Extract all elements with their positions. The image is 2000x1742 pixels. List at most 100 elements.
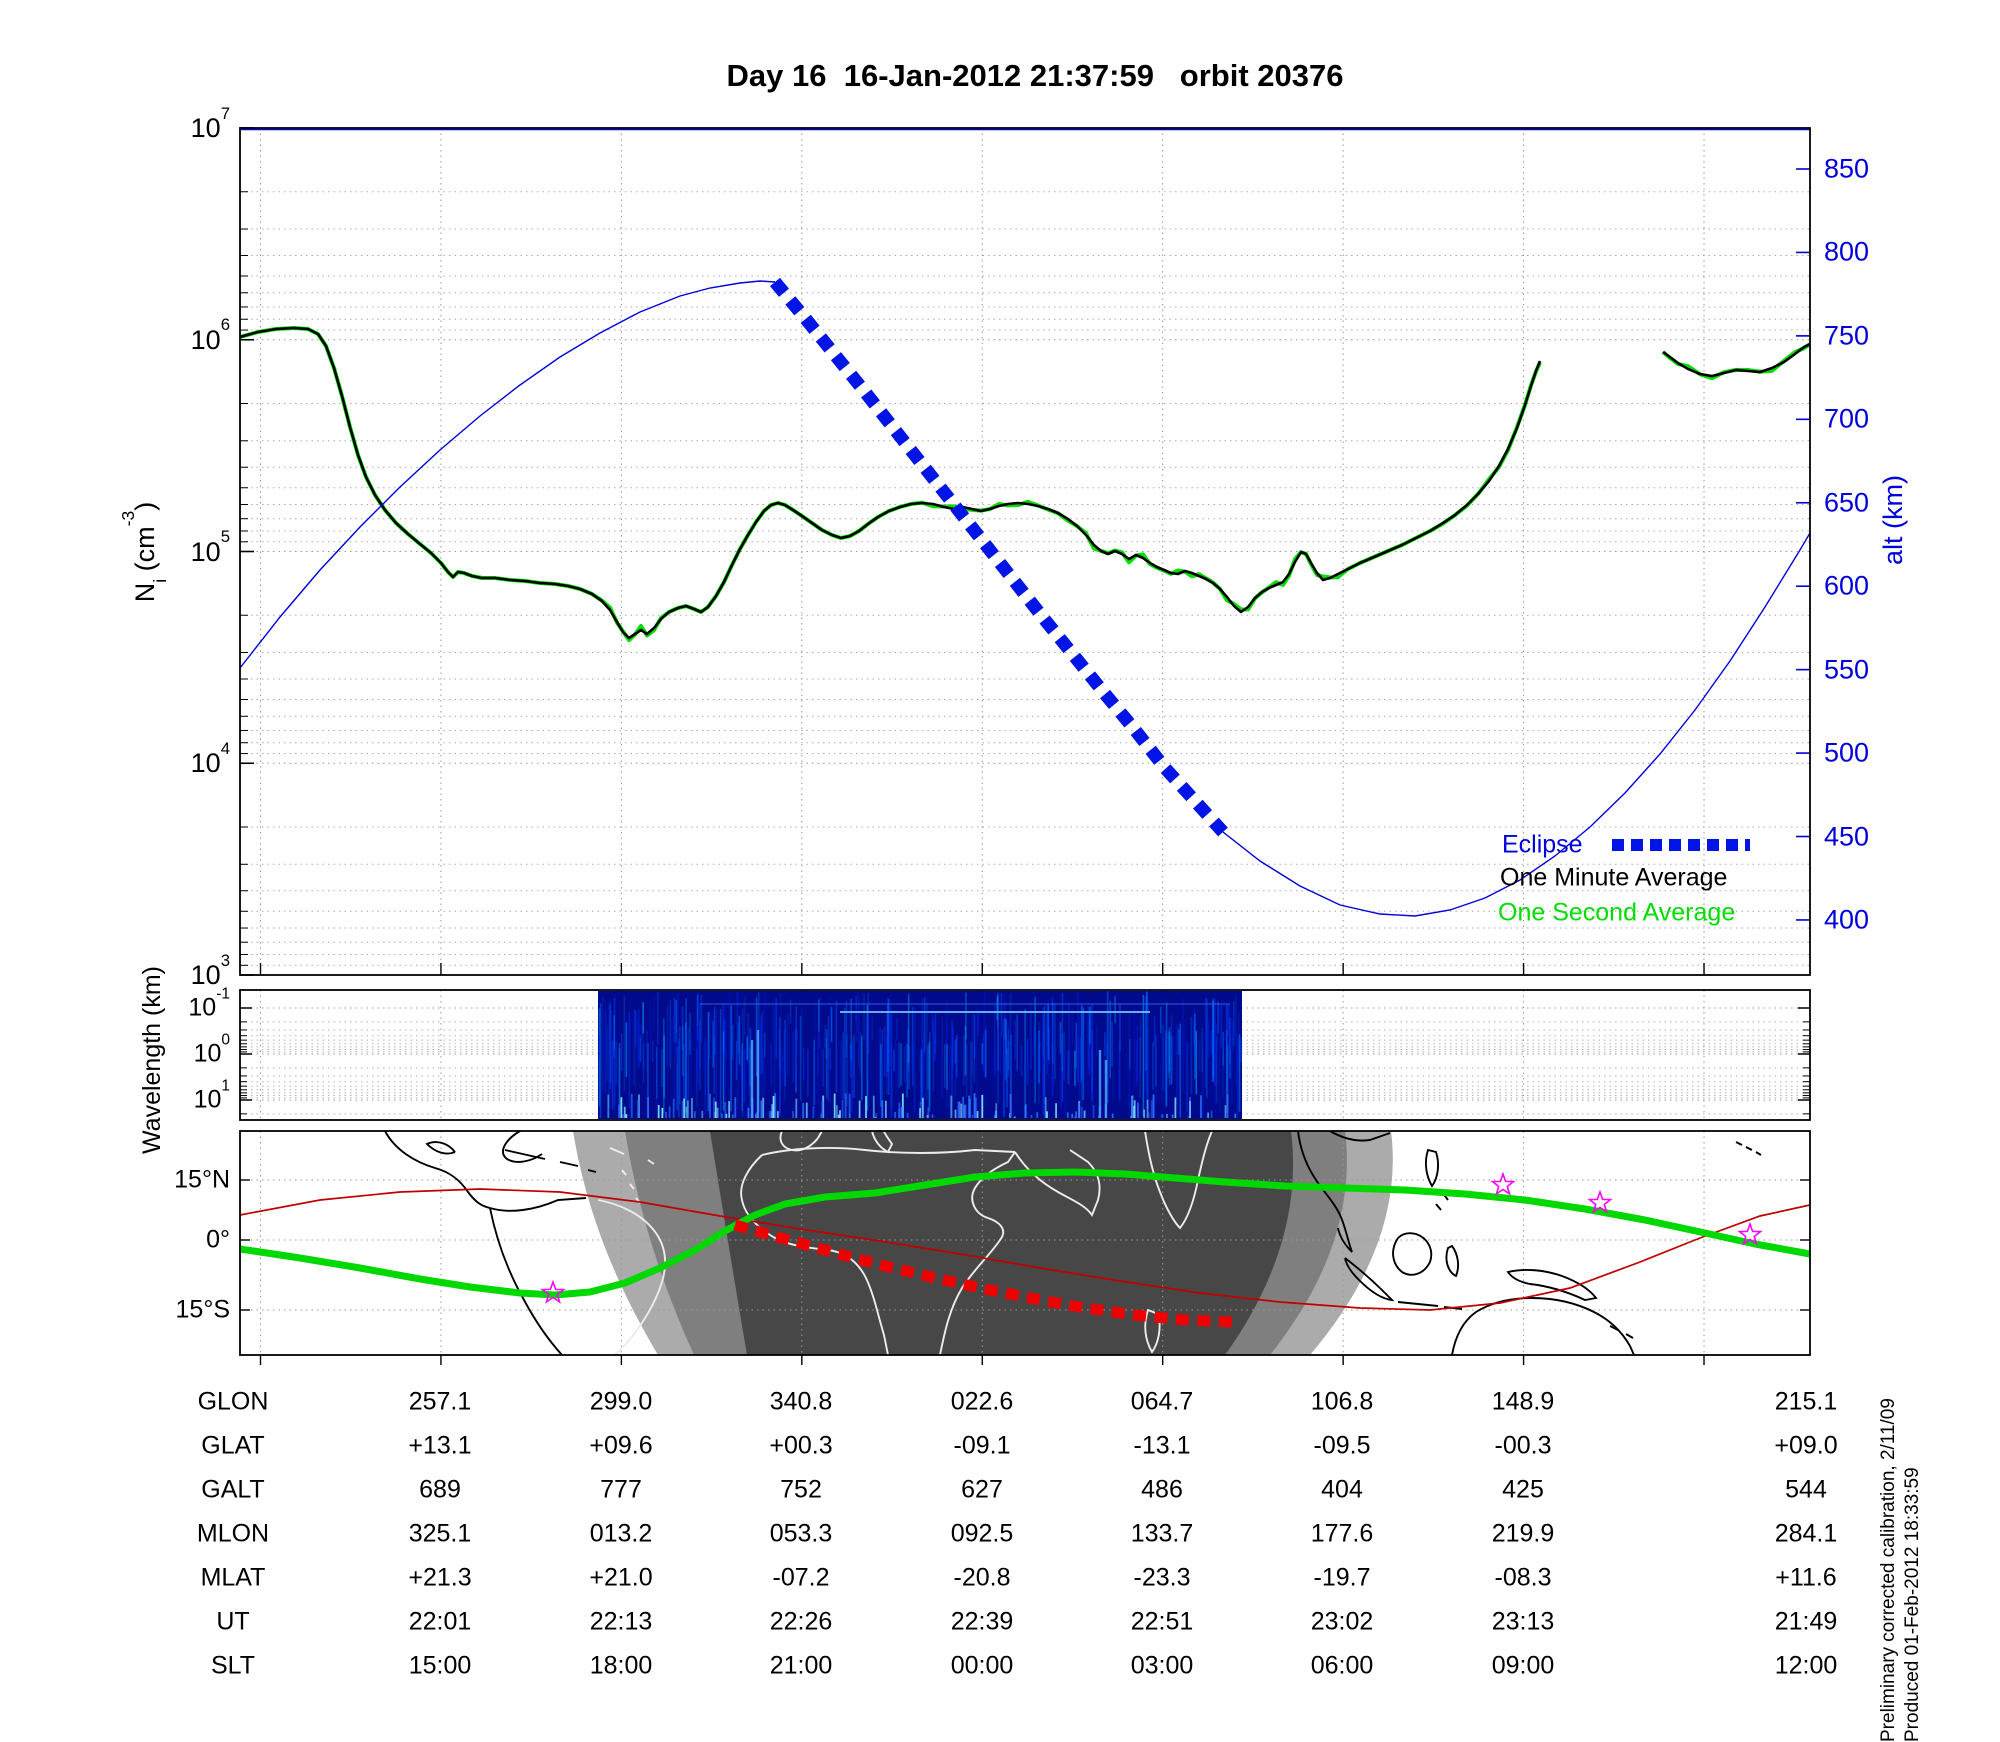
table-cell: 22:01 bbox=[408, 1607, 472, 1636]
density-series bbox=[240, 128, 1810, 917]
table-cell: +09.0 bbox=[1774, 1431, 1838, 1460]
table-row-label: GLON bbox=[197, 1387, 269, 1416]
table-cell: -09.5 bbox=[1313, 1431, 1371, 1460]
coastline-shadowed bbox=[871, 1130, 894, 1154]
coastline bbox=[1344, 1257, 1395, 1302]
table-row-label: MLON bbox=[196, 1519, 270, 1548]
table-cell: 148.9 bbox=[1491, 1387, 1555, 1416]
table-cell: 22:13 bbox=[589, 1607, 653, 1636]
table-cell: 09:00 bbox=[1491, 1651, 1555, 1680]
alt-tick-label: 500 bbox=[1824, 737, 1870, 768]
coastline bbox=[587, 1169, 597, 1173]
sidenote-line2: Produced 01-Feb-2012 18:33:59 bbox=[1902, 1467, 1923, 1742]
legend-eclipse-label: Eclipse bbox=[1502, 830, 1583, 859]
table-cell: 22:51 bbox=[1130, 1607, 1194, 1636]
table-cell: 21:49 bbox=[1774, 1607, 1838, 1636]
table-cell: -23.3 bbox=[1133, 1563, 1191, 1592]
coastline bbox=[559, 1161, 579, 1167]
table-cell: 053.3 bbox=[769, 1519, 833, 1548]
table-cell: 12:00 bbox=[1774, 1651, 1838, 1680]
page-title: Day 16 16-Jan-2012 21:37:59 orbit 20376 bbox=[726, 58, 1344, 93]
table-cell: -20.8 bbox=[953, 1563, 1011, 1592]
density-axis-label-post: ) bbox=[130, 501, 160, 511]
coastline bbox=[1445, 1244, 1460, 1278]
table-cell: 544 bbox=[1785, 1475, 1827, 1504]
table-row-label: GLAT bbox=[201, 1431, 265, 1460]
table-cell: 022.6 bbox=[950, 1387, 1014, 1416]
table-cell: +00.3 bbox=[769, 1431, 833, 1460]
table-cell: 425 bbox=[1502, 1475, 1544, 1504]
table-cell: 299.0 bbox=[589, 1387, 653, 1416]
table-cell: +09.6 bbox=[589, 1431, 653, 1460]
wavelength-tick-label: 100 bbox=[193, 1031, 230, 1068]
coastline bbox=[1424, 1148, 1440, 1188]
coastline bbox=[1609, 1325, 1634, 1339]
table-cell: 22:26 bbox=[769, 1607, 833, 1636]
alt-tick-label: 700 bbox=[1824, 403, 1870, 434]
table-cell: +21.0 bbox=[589, 1563, 653, 1592]
table-cell: 486 bbox=[1141, 1475, 1183, 1504]
table-row-label: SLT bbox=[211, 1651, 255, 1680]
wavelength-tick-label: 101 bbox=[193, 1077, 230, 1114]
density-panel-frame bbox=[239, 127, 1811, 976]
table-cell: 215.1 bbox=[1774, 1387, 1838, 1416]
wavelength-panel-frame bbox=[239, 989, 1811, 1121]
table-cell: 21:00 bbox=[769, 1651, 833, 1680]
wavelength-panel bbox=[239, 989, 1811, 1121]
table-cell: -08.3 bbox=[1494, 1563, 1552, 1592]
shadow-umbra bbox=[710, 1131, 1294, 1355]
coastline-shadowed bbox=[597, 1199, 667, 1356]
table-cell: 219.9 bbox=[1491, 1519, 1555, 1548]
star-marker bbox=[1587, 1189, 1613, 1214]
table-cell: 15:00 bbox=[408, 1651, 472, 1680]
table-cell: 06:00 bbox=[1310, 1651, 1374, 1680]
table-cell: 23:02 bbox=[1310, 1607, 1374, 1636]
legend-one-second-label: One Second Average bbox=[1498, 898, 1736, 927]
table-cell: +13.1 bbox=[408, 1431, 472, 1460]
table-cell: 777 bbox=[600, 1475, 642, 1504]
map-panel bbox=[239, 1130, 1811, 1365]
altitude-line bbox=[240, 280, 776, 669]
coastline bbox=[1329, 1130, 1391, 1142]
coastline bbox=[1735, 1141, 1762, 1156]
alt-tick-label: 750 bbox=[1824, 320, 1870, 351]
star-marker bbox=[540, 1279, 566, 1304]
density-tick-label: 106 bbox=[190, 315, 230, 355]
map-panel-frame bbox=[239, 1130, 1811, 1356]
table-cell: +11.6 bbox=[1775, 1563, 1837, 1592]
sidenote-line1: Preliminary corrected calibration, 2/11/… bbox=[1878, 1398, 1899, 1742]
plot-canvas bbox=[239, 127, 1811, 1365]
coastline bbox=[504, 1149, 546, 1160]
table-row-label: UT bbox=[216, 1607, 250, 1636]
density-tick-label: 107 bbox=[190, 103, 230, 143]
coastline bbox=[1297, 1130, 1353, 1253]
density-panel bbox=[239, 127, 1811, 976]
table-cell: 627 bbox=[961, 1475, 1003, 1504]
magnetic-equator-line bbox=[239, 1188, 1811, 1311]
table-cell: 106.8 bbox=[1310, 1387, 1374, 1416]
table-cell: 752 bbox=[780, 1475, 822, 1504]
ground-track-eclipse bbox=[733, 1219, 1233, 1328]
table-cell: -00.3 bbox=[1494, 1431, 1552, 1460]
coastline bbox=[489, 1197, 587, 1212]
star-marker bbox=[1490, 1171, 1516, 1196]
map-lat-label: 15°N bbox=[174, 1165, 230, 1194]
coastline-shadowed bbox=[609, 1147, 655, 1204]
ground-track-sunlit bbox=[239, 1168, 1811, 1299]
legend-one-minute-label: One Minute Average bbox=[1500, 863, 1728, 892]
table-cell: 340.8 bbox=[769, 1387, 833, 1416]
table-cell: -13.1 bbox=[1133, 1431, 1191, 1460]
density-tick-label: 103 bbox=[190, 950, 230, 990]
table-cell: +21.3 bbox=[408, 1563, 472, 1592]
wavelength-tick-label: 10-1 bbox=[188, 985, 230, 1022]
coastline bbox=[1506, 1268, 1598, 1301]
table-cell: 404 bbox=[1321, 1475, 1363, 1504]
one-minute-average-line bbox=[240, 326, 1542, 640]
alt-tick-label: 450 bbox=[1824, 821, 1870, 852]
coastline bbox=[489, 1207, 563, 1356]
coastline-shadowed bbox=[939, 1151, 1016, 1356]
density-tick-label: 104 bbox=[190, 738, 230, 779]
table-cell: 03:00 bbox=[1130, 1651, 1194, 1680]
density-axis-label-mid: (cm bbox=[130, 526, 160, 579]
one-minute-average-line-right bbox=[1662, 342, 1810, 378]
